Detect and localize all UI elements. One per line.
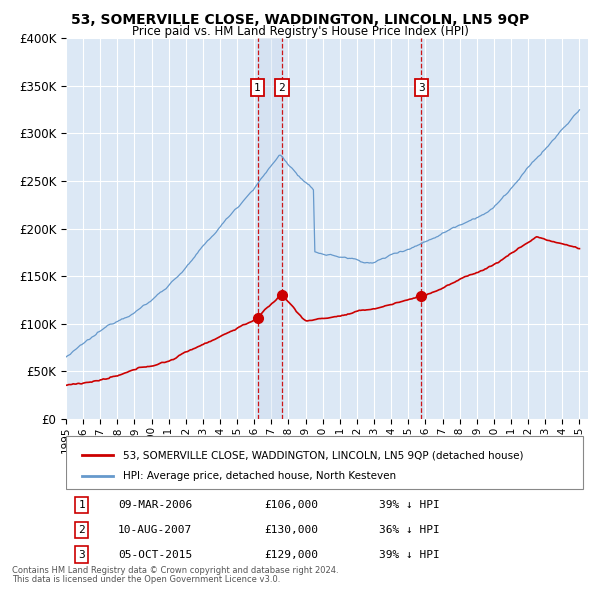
Text: 36% ↓ HPI: 36% ↓ HPI (379, 525, 440, 535)
Text: Contains HM Land Registry data © Crown copyright and database right 2024.: Contains HM Land Registry data © Crown c… (12, 566, 338, 575)
Text: 3: 3 (78, 550, 85, 560)
FancyBboxPatch shape (66, 436, 583, 489)
Text: £129,000: £129,000 (265, 550, 319, 560)
Text: 53, SOMERVILLE CLOSE, WADDINGTON, LINCOLN, LN5 9QP: 53, SOMERVILLE CLOSE, WADDINGTON, LINCOL… (71, 13, 529, 27)
Text: 05-OCT-2015: 05-OCT-2015 (118, 550, 193, 560)
Text: 3: 3 (418, 83, 425, 93)
Text: 2: 2 (278, 83, 285, 93)
Text: 39% ↓ HPI: 39% ↓ HPI (379, 550, 440, 560)
Text: Price paid vs. HM Land Registry's House Price Index (HPI): Price paid vs. HM Land Registry's House … (131, 25, 469, 38)
Bar (421, 38, 422, 419)
Text: 10-AUG-2007: 10-AUG-2007 (118, 525, 193, 535)
Text: 53, SOMERVILLE CLOSE, WADDINGTON, LINCOLN, LN5 9QP (detached house): 53, SOMERVILLE CLOSE, WADDINGTON, LINCOL… (124, 450, 524, 460)
Text: This data is licensed under the Open Government Licence v3.0.: This data is licensed under the Open Gov… (12, 575, 280, 584)
Text: 2: 2 (78, 525, 85, 535)
Text: 1: 1 (78, 500, 85, 510)
Text: 1: 1 (254, 83, 261, 93)
Text: 39% ↓ HPI: 39% ↓ HPI (379, 500, 440, 510)
Text: 09-MAR-2006: 09-MAR-2006 (118, 500, 193, 510)
Text: £130,000: £130,000 (265, 525, 319, 535)
Text: HPI: Average price, detached house, North Kesteven: HPI: Average price, detached house, Nort… (124, 471, 397, 481)
Bar (257, 38, 282, 419)
Text: £106,000: £106,000 (265, 500, 319, 510)
